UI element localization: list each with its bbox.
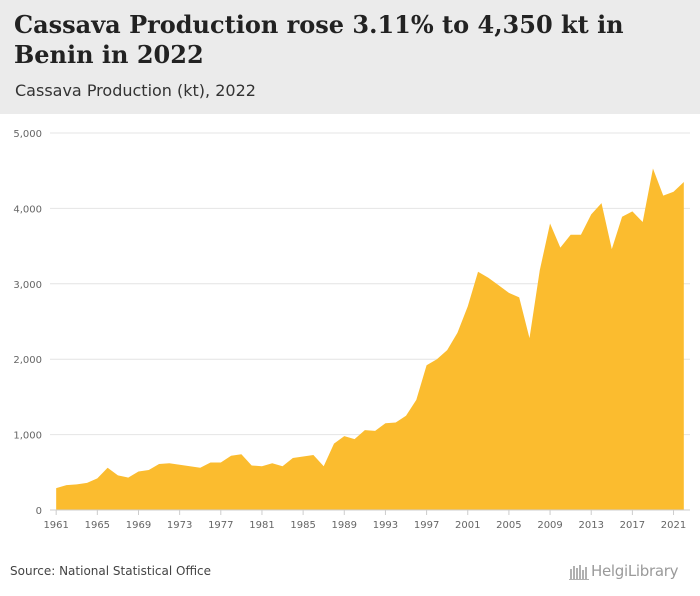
x-tick-label: 1965	[85, 520, 110, 531]
x-tick-label: 2001	[455, 520, 480, 531]
x-tick-label: 1993	[373, 520, 398, 531]
chart-title: Cassava Production rose 3.11% to 4,350 k…	[14, 10, 624, 69]
source-note: Source: National Statistical Office	[10, 564, 212, 578]
x-tick-label: 1977	[208, 520, 233, 531]
x-tick-label: 2009	[537, 520, 562, 531]
area-series-fill	[56, 168, 684, 510]
x-tick-label: 2013	[578, 520, 603, 531]
chart-subtitle: Cassava Production (kt), 2022	[15, 81, 256, 100]
x-tick-label: 1989	[332, 520, 357, 531]
y-tick-label: 3,000	[13, 280, 42, 291]
x-tick-label: 1969	[126, 520, 151, 531]
x-tick-label: 2005	[496, 520, 521, 531]
x-tick-label: 1985	[290, 520, 315, 531]
library-icon	[569, 565, 589, 580]
axes: 0 1,000 2,000 3,000 4,000 5,000 1961 1965 1969 19…	[13, 129, 690, 531]
x-tick-label: 1997	[414, 520, 439, 531]
x-tick-label: 2017	[620, 520, 645, 531]
area-chart: 0 1,000 2,000 3,000 4,000 5,000 1961 1965 1969 19…	[13, 129, 690, 531]
chart-header: Cassava Production rose 3.11% to 4,350 k…	[0, 0, 700, 114]
area-series	[56, 168, 684, 510]
x-tick-label: 1961	[43, 520, 68, 531]
x-tick-label: 2021	[661, 520, 686, 531]
y-tick-label: 2,000	[13, 355, 42, 366]
y-tick-label: 4,000	[13, 204, 42, 215]
x-tick-label: 1973	[167, 520, 192, 531]
helgilibrary-logo: HelgiLibrary	[567, 560, 695, 584]
logo-text: HelgiLibrary	[591, 562, 679, 580]
y-tick-label: 0	[36, 506, 42, 517]
y-tick-label: 1,000	[13, 431, 42, 442]
y-tick-label: 5,000	[13, 129, 42, 140]
x-tick-label: 1981	[249, 520, 274, 531]
